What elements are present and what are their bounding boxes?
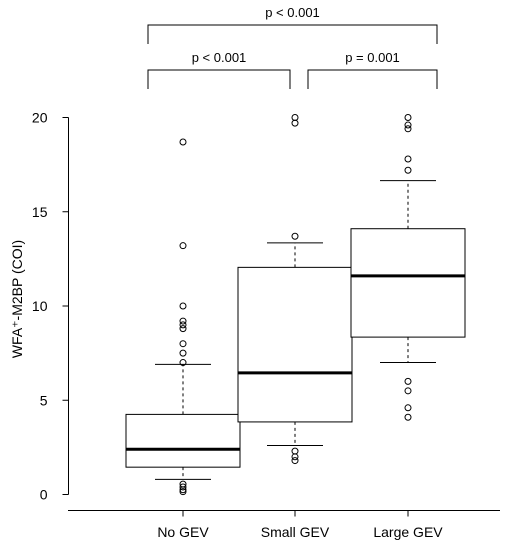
outlier-point	[404, 387, 412, 395]
outlier-point	[179, 302, 187, 310]
comparison-bracket: p < 0.001	[147, 5, 438, 44]
y-tick-label: 5	[40, 392, 48, 408]
significance-brackets: p < 0.001 p < 0.001 p = 0.001	[147, 5, 438, 89]
y-tick-label: 0	[40, 487, 48, 503]
outlier-point	[291, 232, 299, 240]
bracket-line	[147, 69, 291, 89]
iqr-box	[125, 413, 241, 468]
outlier-point	[404, 404, 412, 412]
y-tick-label: 20	[32, 110, 48, 126]
bracket-line	[307, 69, 438, 89]
x-tick-label: Large GEV	[373, 524, 443, 540]
y-tick-label: 15	[32, 204, 48, 220]
outlier-point	[404, 125, 412, 133]
iqr-box	[350, 228, 466, 338]
y-tick-label: 10	[32, 298, 48, 314]
outlier-point	[179, 480, 187, 488]
outlier-point	[404, 121, 412, 129]
bracket-line	[147, 24, 438, 44]
outlier-point	[179, 340, 187, 348]
outlier-point	[404, 155, 412, 163]
iqr-box	[237, 266, 353, 423]
outlier-point	[179, 359, 187, 367]
outlier-point	[291, 114, 299, 121]
y-axis-label: WFA⁺-M2BP (COI)	[9, 240, 25, 358]
box-2	[237, 114, 353, 465]
comparison-bracket: p < 0.001	[147, 50, 291, 89]
outlier-point	[179, 317, 187, 325]
box-3	[350, 114, 466, 421]
outlier-point	[179, 242, 187, 250]
boxes	[125, 114, 466, 496]
axes: 0 5 10 15 20 No GEV Small GEV Large GEV	[32, 110, 500, 540]
p-value-label: p < 0.001	[192, 50, 247, 65]
outlier-point	[404, 166, 412, 174]
comparison-bracket: p = 0.001	[307, 50, 438, 89]
outlier-point	[291, 453, 299, 461]
x-tick-label: Small GEV	[261, 524, 330, 540]
outlier-point	[179, 138, 187, 146]
outlier-point	[179, 321, 187, 329]
outlier-point	[291, 447, 299, 455]
outlier-point	[179, 349, 187, 357]
outlier-point	[291, 457, 299, 465]
p-value-label: p < 0.001	[265, 5, 320, 20]
outlier-point	[291, 119, 299, 127]
outlier-point	[404, 114, 412, 121]
p-value-label: p = 0.001	[345, 50, 400, 65]
outlier-point	[179, 483, 187, 491]
outlier-point	[179, 325, 187, 333]
outlier-point	[404, 413, 412, 421]
x-tick-label: No GEV	[157, 524, 209, 540]
outlier-point	[404, 377, 412, 385]
box-1	[125, 138, 241, 496]
outlier-point	[179, 488, 187, 496]
